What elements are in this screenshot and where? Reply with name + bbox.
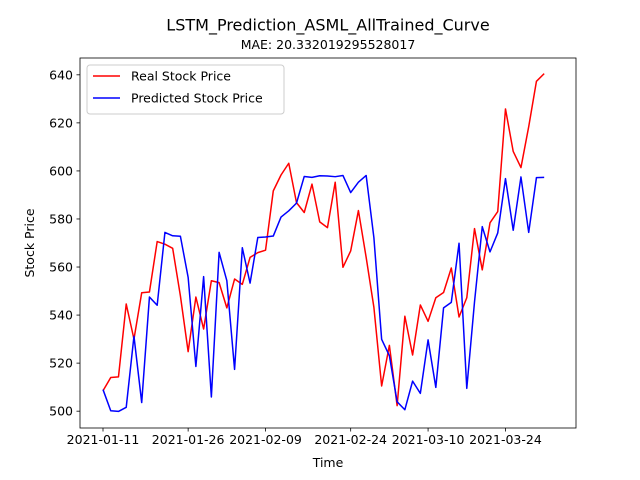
legend-label: Predicted Stock Price [131,91,263,106]
x-axis-label: Time [312,455,344,470]
x-tick-label: 2021-01-26 [152,432,225,447]
x-tick-label: 2021-03-10 [392,432,465,447]
y-tick-label: 520 [49,356,73,371]
y-axis-label: Stock Price [22,208,37,277]
chart-subtitle: MAE: 20.332019295528017 [241,37,416,52]
y-tick-label: 500 [49,404,73,419]
y-tick-label: 580 [49,211,73,226]
x-tick-label: 2021-03-24 [469,432,542,447]
x-tick-label: 2021-01-11 [67,432,140,447]
legend-label: Real Stock Price [131,69,231,84]
series-line-predicted [102,174,545,413]
legend-box [86,64,285,115]
y-tick-label: 640 [49,67,73,82]
y-tick-label: 620 [49,115,73,130]
y-tick-label: 540 [49,308,73,323]
x-tick-label: 2021-02-24 [314,432,387,447]
y-tick-label: 560 [49,260,73,275]
plot-area: 2021-01-11 2021-01-26 2021-02-09 2021-02-24… [49,57,577,447]
plot-frame [79,57,577,429]
series-line-real [102,73,545,407]
chart-title: LSTM_Prediction_ASML_AllTrained_Curve [166,16,489,36]
y-tick-label: 600 [49,163,73,178]
x-tick-label: 2021-02-09 [229,432,302,447]
